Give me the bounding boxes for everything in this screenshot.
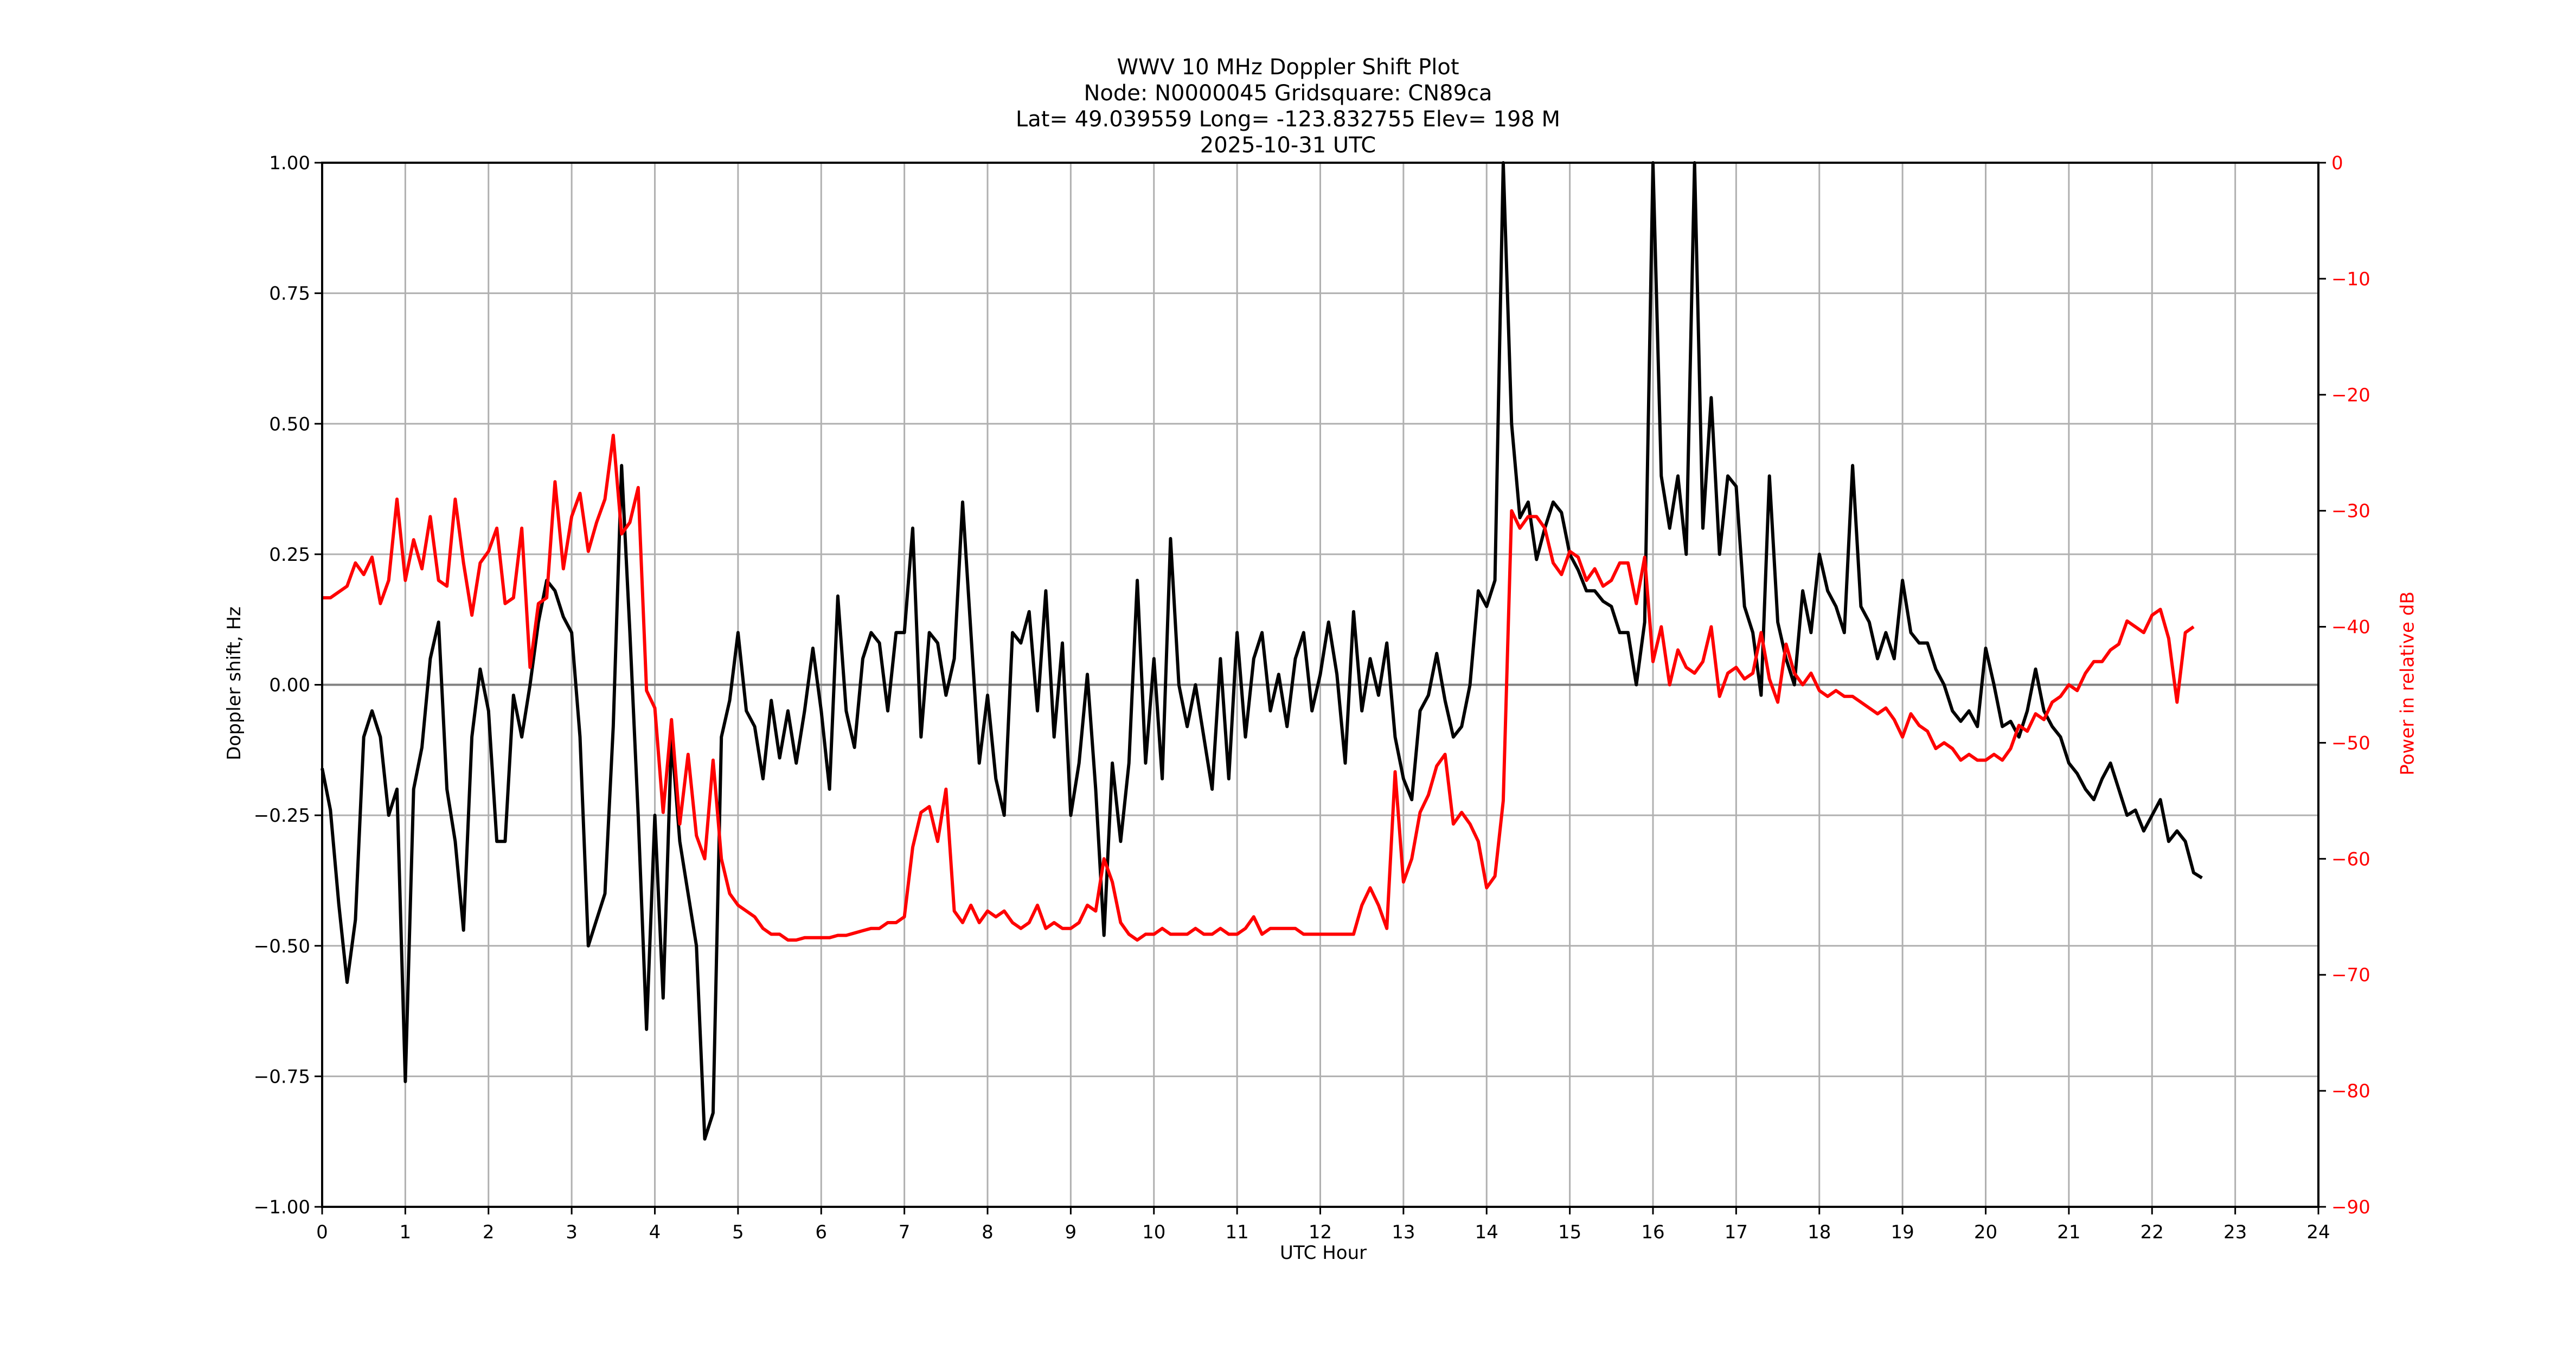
right-y-axis-ticks: 0 −10 −20 −30 −40 −50 −60 −70 −80 −90 (2318, 152, 2370, 1218)
power-line (322, 433, 2195, 942)
right-tick-label: 0 (2331, 152, 2343, 174)
x-tick-label: 10 (1142, 1221, 1165, 1243)
left-tick-label: 0.50 (269, 413, 310, 435)
left-y-axis-label: Doppler shift, Hz (223, 606, 245, 760)
x-tick-label: 2 (483, 1221, 495, 1243)
left-tick-label: −1.00 (254, 1197, 310, 1218)
x-tick-label: 3 (566, 1221, 578, 1243)
x-tick-label: 4 (649, 1221, 661, 1243)
right-tick-label: −90 (2331, 1197, 2370, 1218)
x-tick-label: 23 (2223, 1221, 2247, 1243)
x-tick-label: 21 (2057, 1221, 2080, 1243)
right-tick-label: −60 (2331, 848, 2370, 870)
left-tick-label: 1.00 (269, 152, 310, 174)
x-tick-label: 20 (1974, 1221, 1997, 1243)
chart-title: WWV 10 MHz Doppler Shift Plot (1117, 55, 1459, 80)
x-tick-label: 12 (1309, 1221, 1332, 1243)
x-tick-label: 6 (815, 1221, 827, 1243)
right-tick-label: −70 (2331, 964, 2370, 986)
x-axis-ticks: 0 1 2 3 4 5 6 7 8 9 10 11 12 13 14 15 16 17 18 19 20 21 22 23 24 (316, 1207, 2330, 1243)
x-tick-label: 24 (2306, 1221, 2330, 1243)
right-tick-label: −10 (2331, 268, 2370, 290)
left-y-axis-ticks: 1.00 0.75 0.50 0.25 0.00 −0.25 −0.50 −0.75 −1.00 (254, 152, 322, 1218)
x-tick-label: 22 (2141, 1221, 2164, 1243)
x-tick-label: 7 (899, 1221, 911, 1243)
right-tick-label: −80 (2331, 1080, 2370, 1102)
location-line: Lat= 49.039559 Long= -123.832755 Elev= 1… (1015, 107, 1561, 132)
left-tick-label: 0.75 (269, 283, 310, 305)
x-tick-label: 13 (1392, 1221, 1415, 1243)
left-tick-label: −0.25 (254, 805, 310, 827)
x-tick-label: 18 (1808, 1221, 1831, 1243)
x-tick-label: 1 (400, 1221, 412, 1243)
x-tick-label: 8 (982, 1221, 994, 1243)
x-tick-label: 11 (1225, 1221, 1248, 1243)
right-tick-label: −50 (2331, 732, 2370, 754)
x-tick-label: 0 (316, 1221, 328, 1243)
x-tick-label: 9 (1065, 1221, 1077, 1243)
right-tick-label: −30 (2331, 501, 2370, 522)
x-tick-label: 15 (1558, 1221, 1581, 1243)
right-tick-label: −20 (2331, 385, 2370, 406)
left-tick-label: 0.25 (269, 544, 310, 566)
x-tick-label: 16 (1641, 1221, 1664, 1243)
left-tick-label: 0.00 (269, 675, 310, 696)
x-tick-label: 14 (1475, 1221, 1498, 1243)
left-tick-label: −0.50 (254, 936, 310, 957)
date-line: 2025-10-31 UTC (1200, 133, 1376, 158)
right-y-axis-label: Power in relative dB (2396, 591, 2419, 776)
doppler-shift-line (321, 161, 2203, 1141)
x-tick-label: 17 (1725, 1221, 1748, 1243)
x-tick-label: 19 (1891, 1221, 1914, 1243)
x-axis-label: UTC Hour (1280, 1242, 1367, 1264)
x-tick-label: 5 (732, 1221, 744, 1243)
left-tick-label: −0.75 (254, 1066, 310, 1088)
right-tick-label: −40 (2331, 617, 2370, 638)
node-gridsquare-line: Node: N0000045 Gridsquare: CN89ca (1084, 81, 1492, 106)
